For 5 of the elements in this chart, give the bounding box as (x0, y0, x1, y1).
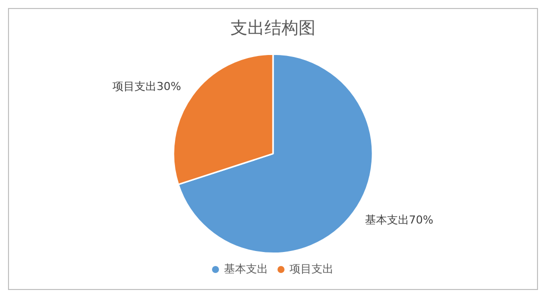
legend-label: 基本支出 (224, 262, 268, 276)
legend-label: 项目支出 (290, 262, 334, 276)
data-label: 基本支出70% (364, 213, 434, 226)
data-label: 项目支出30% (112, 80, 182, 93)
chart-title: 支出结构图 (230, 18, 316, 39)
